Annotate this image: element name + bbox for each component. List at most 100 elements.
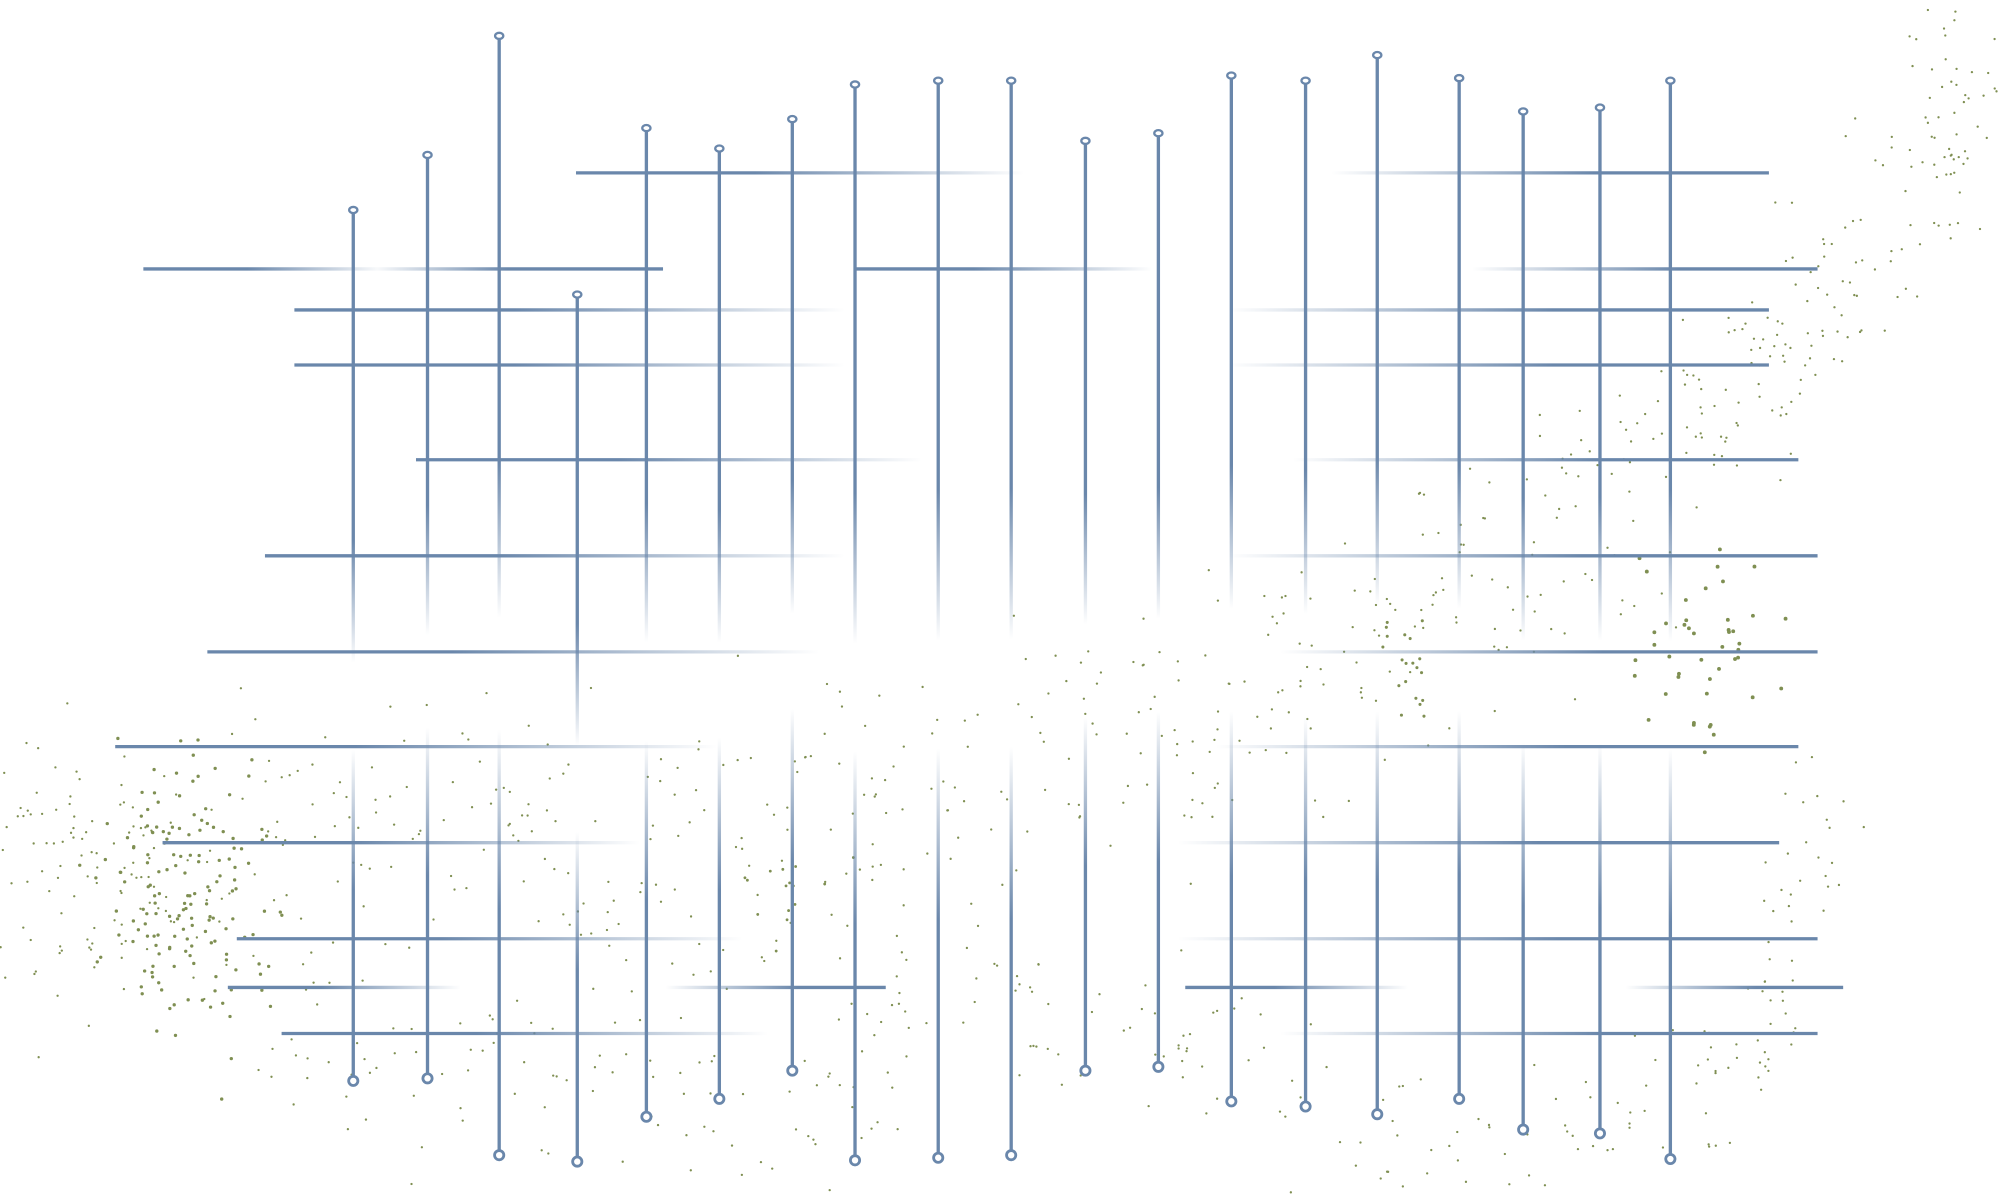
scatter-dot xyxy=(1790,920,1793,923)
scatter-dot xyxy=(522,1061,526,1064)
scatter-dot xyxy=(759,1160,763,1164)
scatter-dot xyxy=(205,898,208,902)
scatter-dot xyxy=(814,1143,817,1146)
scatter-dot xyxy=(260,988,264,992)
scatter-dot xyxy=(1822,242,1826,246)
scatter-dot xyxy=(815,1084,819,1087)
scatter-dot xyxy=(1644,569,1649,574)
scatter-dot xyxy=(1555,516,1558,519)
scatter-dot xyxy=(215,880,219,884)
scatter-dot xyxy=(169,920,173,923)
vertical-pins-layer xyxy=(347,31,1677,1168)
scatter-dot xyxy=(1904,287,1908,290)
scatter-dot xyxy=(143,922,147,926)
scatter-dot xyxy=(787,909,791,912)
pin-bottom-cap-icon xyxy=(786,1064,799,1077)
scatter-dot xyxy=(1185,1047,1189,1050)
scatter-dot xyxy=(1420,619,1424,623)
scatter-dot xyxy=(1685,451,1688,455)
scatter-dot xyxy=(90,851,93,854)
scatter-dot xyxy=(1404,680,1408,684)
scatter-dot xyxy=(1821,334,1825,338)
scatter-dot xyxy=(1554,1097,1558,1101)
scatter-dot xyxy=(1956,221,1960,225)
scatter-dot xyxy=(543,857,547,861)
scatter-dot xyxy=(1652,630,1657,635)
scatter-dot xyxy=(1017,703,1020,706)
pin-bottom-cap-icon xyxy=(493,1149,506,1162)
scatter-dot xyxy=(123,755,126,758)
scatter-dot xyxy=(1963,150,1967,153)
scatter-dot xyxy=(3,771,6,775)
scatter-dot xyxy=(1937,224,1940,227)
scatter-dot xyxy=(1381,1098,1385,1102)
scatter-dot xyxy=(69,831,73,834)
scatter-dot xyxy=(142,834,145,837)
scatter-dot xyxy=(1099,671,1103,674)
scatter-dot xyxy=(613,1021,617,1024)
scatter-dot xyxy=(656,1123,660,1127)
scatter-dot xyxy=(1398,1085,1401,1088)
scatter-dot xyxy=(1789,893,1792,896)
scatter-dot xyxy=(1590,578,1594,582)
scatter-dot xyxy=(268,1004,273,1009)
scatter-dot xyxy=(60,949,63,952)
scatter-dot xyxy=(375,1066,378,1070)
scatter-dot xyxy=(306,1057,309,1060)
vertical-pin xyxy=(1593,103,1606,1140)
scatter-dot xyxy=(1783,616,1788,621)
scatter-dot xyxy=(257,1068,260,1072)
scatter-dot xyxy=(1351,625,1354,629)
scatter-dot xyxy=(973,1000,976,1004)
scatter-dot xyxy=(1028,986,1032,989)
scatter-dot xyxy=(231,917,235,921)
scatter-dot xyxy=(156,800,160,804)
scatter-dot xyxy=(165,837,169,841)
pin-bottom-cap-icon xyxy=(1225,1095,1238,1108)
scatter-dot xyxy=(1431,603,1434,606)
scatter-dot xyxy=(1216,782,1219,785)
scatter-dot xyxy=(1313,799,1317,802)
scatter-dot xyxy=(1944,58,1947,61)
scatter-dot xyxy=(139,985,143,989)
scatter-dot xyxy=(1735,464,1739,467)
vertical-pin xyxy=(1371,50,1384,1121)
pin-bottom-cap-icon xyxy=(849,1154,862,1167)
scatter-dot xyxy=(748,864,751,867)
scatter-dot xyxy=(1890,135,1893,139)
scatter-dot xyxy=(1949,154,1952,157)
scatter-dot xyxy=(926,852,929,855)
scatter-dot xyxy=(508,822,511,826)
scatter-dot xyxy=(306,1076,309,1080)
scatter-dot xyxy=(621,1160,624,1163)
scatter-dot xyxy=(1966,157,1969,160)
scatter-dot xyxy=(1414,696,1418,700)
scatter-dot xyxy=(1987,71,1990,75)
scatter-dot xyxy=(688,821,691,824)
scatter-dot xyxy=(1153,1012,1157,1015)
scatter-dot xyxy=(625,958,628,962)
pin-top-cap-icon xyxy=(1517,107,1529,116)
scatter-dot xyxy=(1709,1046,1713,1049)
scatter-dot xyxy=(388,795,392,798)
scatter-dot xyxy=(1060,1083,1064,1086)
scatter-dot xyxy=(1633,658,1638,663)
vertical-pin xyxy=(1152,128,1165,1073)
scatter-dot xyxy=(1735,1056,1739,1059)
scatter-dot xyxy=(548,777,551,780)
scatter-dot xyxy=(1043,788,1047,792)
scatter-dot xyxy=(389,705,392,708)
scatter-dot xyxy=(1046,1047,1049,1051)
scatter-dot xyxy=(1091,722,1094,725)
scatter-dot xyxy=(1325,1065,1328,1069)
scatter-dot xyxy=(150,970,154,975)
scatter-dot xyxy=(60,912,63,915)
scatter-dot xyxy=(280,913,284,917)
scatter-dot xyxy=(1300,571,1303,574)
scatter-dot xyxy=(1720,455,1724,458)
scatter-dot xyxy=(892,765,895,768)
scatter-dot xyxy=(364,1118,368,1121)
scatter-dot xyxy=(195,936,199,939)
scatter-dot xyxy=(1700,387,1703,391)
scatter-dot xyxy=(1664,475,1668,479)
